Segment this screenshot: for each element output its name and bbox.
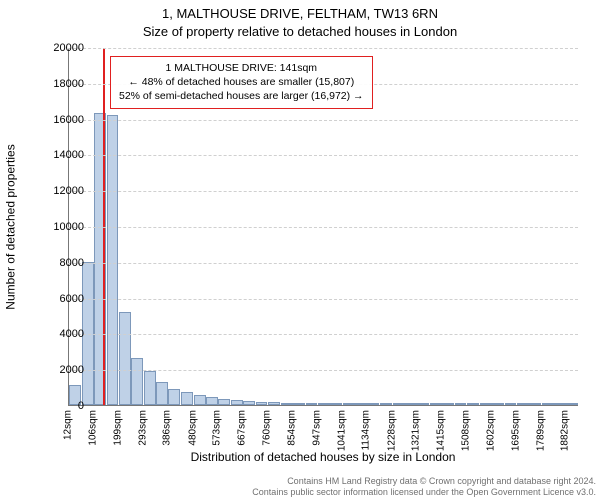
y-tick-label: 12000 [34, 185, 84, 197]
histogram-bar [517, 403, 529, 405]
gridline [68, 263, 578, 264]
x-tick-label: 1695sqm [510, 410, 521, 451]
x-tick-label: 480sqm [187, 410, 198, 446]
gridline [68, 370, 578, 371]
x-tick-label: 854sqm [287, 410, 298, 446]
histogram-bar [529, 403, 541, 405]
histogram-bar [231, 400, 243, 405]
y-tick-label: 4000 [34, 328, 84, 340]
chart-title-line2: Size of property relative to detached ho… [0, 24, 600, 39]
y-tick-label: 16000 [34, 114, 84, 126]
gridline [68, 299, 578, 300]
x-tick-label: 1415sqm [436, 410, 447, 451]
y-tick-label: 8000 [34, 257, 84, 269]
histogram-bar [131, 358, 143, 405]
histogram-bar [330, 403, 342, 405]
x-tick-label: 386sqm [162, 410, 173, 446]
histogram-bar [467, 403, 479, 405]
histogram-bar [144, 371, 156, 405]
histogram-bar [156, 382, 168, 405]
x-tick-label: 667sqm [237, 410, 248, 446]
histogram-bar [367, 403, 379, 405]
y-tick-label: 14000 [34, 149, 84, 161]
x-tick-label: 1041sqm [336, 410, 347, 451]
x-tick-label: 293sqm [137, 410, 148, 446]
histogram-bar [566, 403, 578, 405]
x-tick-label: 1134sqm [361, 410, 372, 450]
histogram-bar [107, 115, 119, 405]
y-tick-label: 10000 [34, 221, 84, 233]
histogram-bar [168, 389, 180, 405]
histogram-bar [194, 395, 206, 405]
x-axis-label: Distribution of detached houses by size … [68, 450, 578, 464]
x-tick-label: 106sqm [88, 410, 99, 446]
annotation-line: ← 48% of detached houses are smaller (15… [119, 75, 364, 89]
x-tick-label: 1602sqm [486, 410, 497, 451]
gridline [68, 155, 578, 156]
x-tick-label: 1321sqm [411, 410, 422, 451]
histogram-bar [505, 403, 517, 405]
x-tick-label: 1508sqm [460, 410, 471, 451]
histogram-bar [306, 403, 318, 405]
histogram-bar [417, 403, 429, 405]
histogram-bar [430, 403, 442, 405]
histogram-bar [268, 402, 280, 405]
histogram-bar [119, 312, 131, 405]
y-tick-label: 20000 [34, 42, 84, 54]
histogram-bar [218, 399, 230, 405]
histogram-bar [181, 392, 193, 405]
y-tick-label: 6000 [34, 293, 84, 305]
x-tick-label: 199sqm [112, 410, 123, 446]
histogram-bar [256, 402, 268, 405]
histogram-bar [554, 403, 566, 405]
histogram-bar [293, 403, 305, 405]
gridline [68, 227, 578, 228]
histogram-bar [480, 403, 492, 405]
histogram-bar [455, 403, 467, 405]
chart-container: 1, MALTHOUSE DRIVE, FELTHAM, TW13 6RN Si… [0, 0, 600, 500]
y-tick-label: 18000 [34, 78, 84, 90]
y-tick-label: 0 [34, 400, 84, 412]
histogram-bar [442, 403, 454, 405]
x-tick-label: 1789sqm [535, 410, 546, 451]
histogram-bar [243, 401, 255, 405]
histogram-bar [343, 403, 355, 405]
gridline [68, 191, 578, 192]
histogram-bar [206, 397, 218, 405]
histogram-bar [542, 403, 554, 405]
x-tick-label: 12sqm [63, 410, 74, 440]
annotation-line: 1 MALTHOUSE DRIVE: 141sqm [119, 61, 364, 75]
footer-line2: Contains public sector information licen… [0, 487, 596, 498]
annotation-box: 1 MALTHOUSE DRIVE: 141sqm← 48% of detach… [110, 56, 373, 109]
annotation-line: 52% of semi-detached houses are larger (… [119, 89, 364, 103]
x-tick-label: 1228sqm [386, 410, 397, 451]
footer-line1: Contains HM Land Registry data © Crown c… [0, 476, 596, 487]
histogram-bar [380, 403, 392, 405]
histogram-bar [355, 403, 367, 405]
chart-title-line1: 1, MALTHOUSE DRIVE, FELTHAM, TW13 6RN [0, 6, 600, 21]
x-tick-label: 1882sqm [560, 410, 571, 451]
histogram-bar [405, 403, 417, 405]
x-tick-label: 573sqm [212, 410, 223, 446]
histogram-bar [281, 403, 293, 405]
histogram-bar [318, 403, 330, 405]
y-axis-label: Number of detached properties [2, 48, 20, 406]
histogram-bar [393, 403, 405, 405]
x-tick-label: 760sqm [261, 410, 272, 446]
histogram-bar [492, 403, 504, 405]
x-tick-label: 947sqm [311, 410, 322, 446]
gridline [68, 120, 578, 121]
footer-attribution: Contains HM Land Registry data © Crown c… [0, 476, 600, 499]
y-tick-label: 2000 [34, 364, 84, 376]
gridline [68, 334, 578, 335]
gridline [68, 48, 578, 49]
